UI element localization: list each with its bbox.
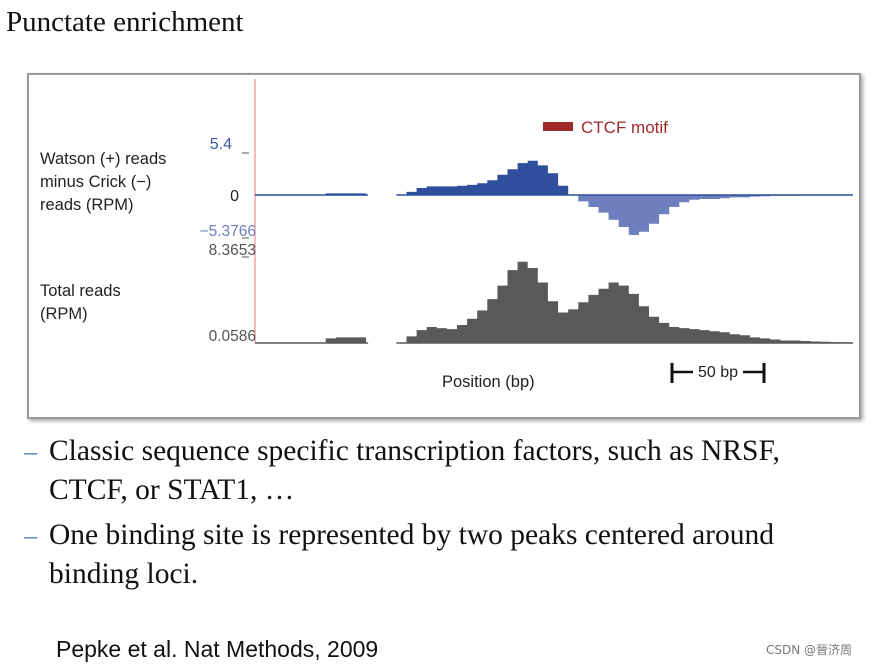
watson-ymax-tick: 5.4: [210, 136, 232, 153]
total-track-label-line-2: (RPM): [40, 305, 88, 323]
bullet-1-line-1: Classic sequence specific transcription …: [49, 435, 780, 467]
bullet-2-line-1: One binding site is represented by two p…: [49, 519, 774, 551]
ctcf-motif-marker: [543, 122, 573, 131]
bullet-item: – One binding site is represented by two…: [24, 516, 854, 594]
bullet-dash: –: [24, 437, 37, 466]
total-reads-area: [396, 261, 853, 343]
bullet-item: – Classic sequence specific transcriptio…: [24, 432, 854, 510]
watson-track-label-line-3: reads (RPM): [40, 196, 134, 214]
watson-negative-area: [396, 195, 853, 235]
watson-track-label-line-2: minus Crick (−): [40, 173, 151, 191]
total-track-plot: [255, 261, 853, 344]
bullet-dash: –: [24, 521, 37, 550]
chip-seq-figure: CTCF motif Watson (+) reads minus Crick …: [27, 73, 861, 419]
scale-bar-label: 50 bp: [698, 364, 738, 381]
scale-bar: [670, 363, 766, 383]
watson-ymin-tick: −5.3766: [200, 223, 256, 240]
bullet-list: – Classic sequence specific transcriptio…: [24, 432, 854, 600]
watson-zero-tick: 0: [230, 188, 239, 205]
total-ymax-tick: 8.3653: [209, 242, 256, 259]
watson-track-label-line-1: Watson (+) reads: [40, 150, 166, 168]
total-ymin-tick: 0.0586: [209, 328, 256, 345]
watson-track-plot: [255, 160, 853, 235]
watson-positive-area: [396, 160, 853, 195]
ctcf-motif-label: CTCF motif: [581, 118, 668, 137]
citation: Pepke et al. Nat Methods, 2009: [56, 636, 379, 662]
chip-seq-tracks: CTCF motif Watson (+) reads minus Crick …: [40, 79, 853, 391]
bullet-2-line-2: binding loci.: [49, 558, 199, 590]
slide-title: Punctate enrichment: [6, 6, 244, 38]
x-axis-label: Position (bp): [442, 373, 535, 391]
watermark: CSDN @晉济周: [766, 643, 853, 657]
total-reads-area: [255, 337, 369, 343]
bullet-1-line-2: CTCF, or STAT1, …: [49, 474, 295, 506]
total-track-label-line-1: Total reads: [40, 282, 121, 300]
